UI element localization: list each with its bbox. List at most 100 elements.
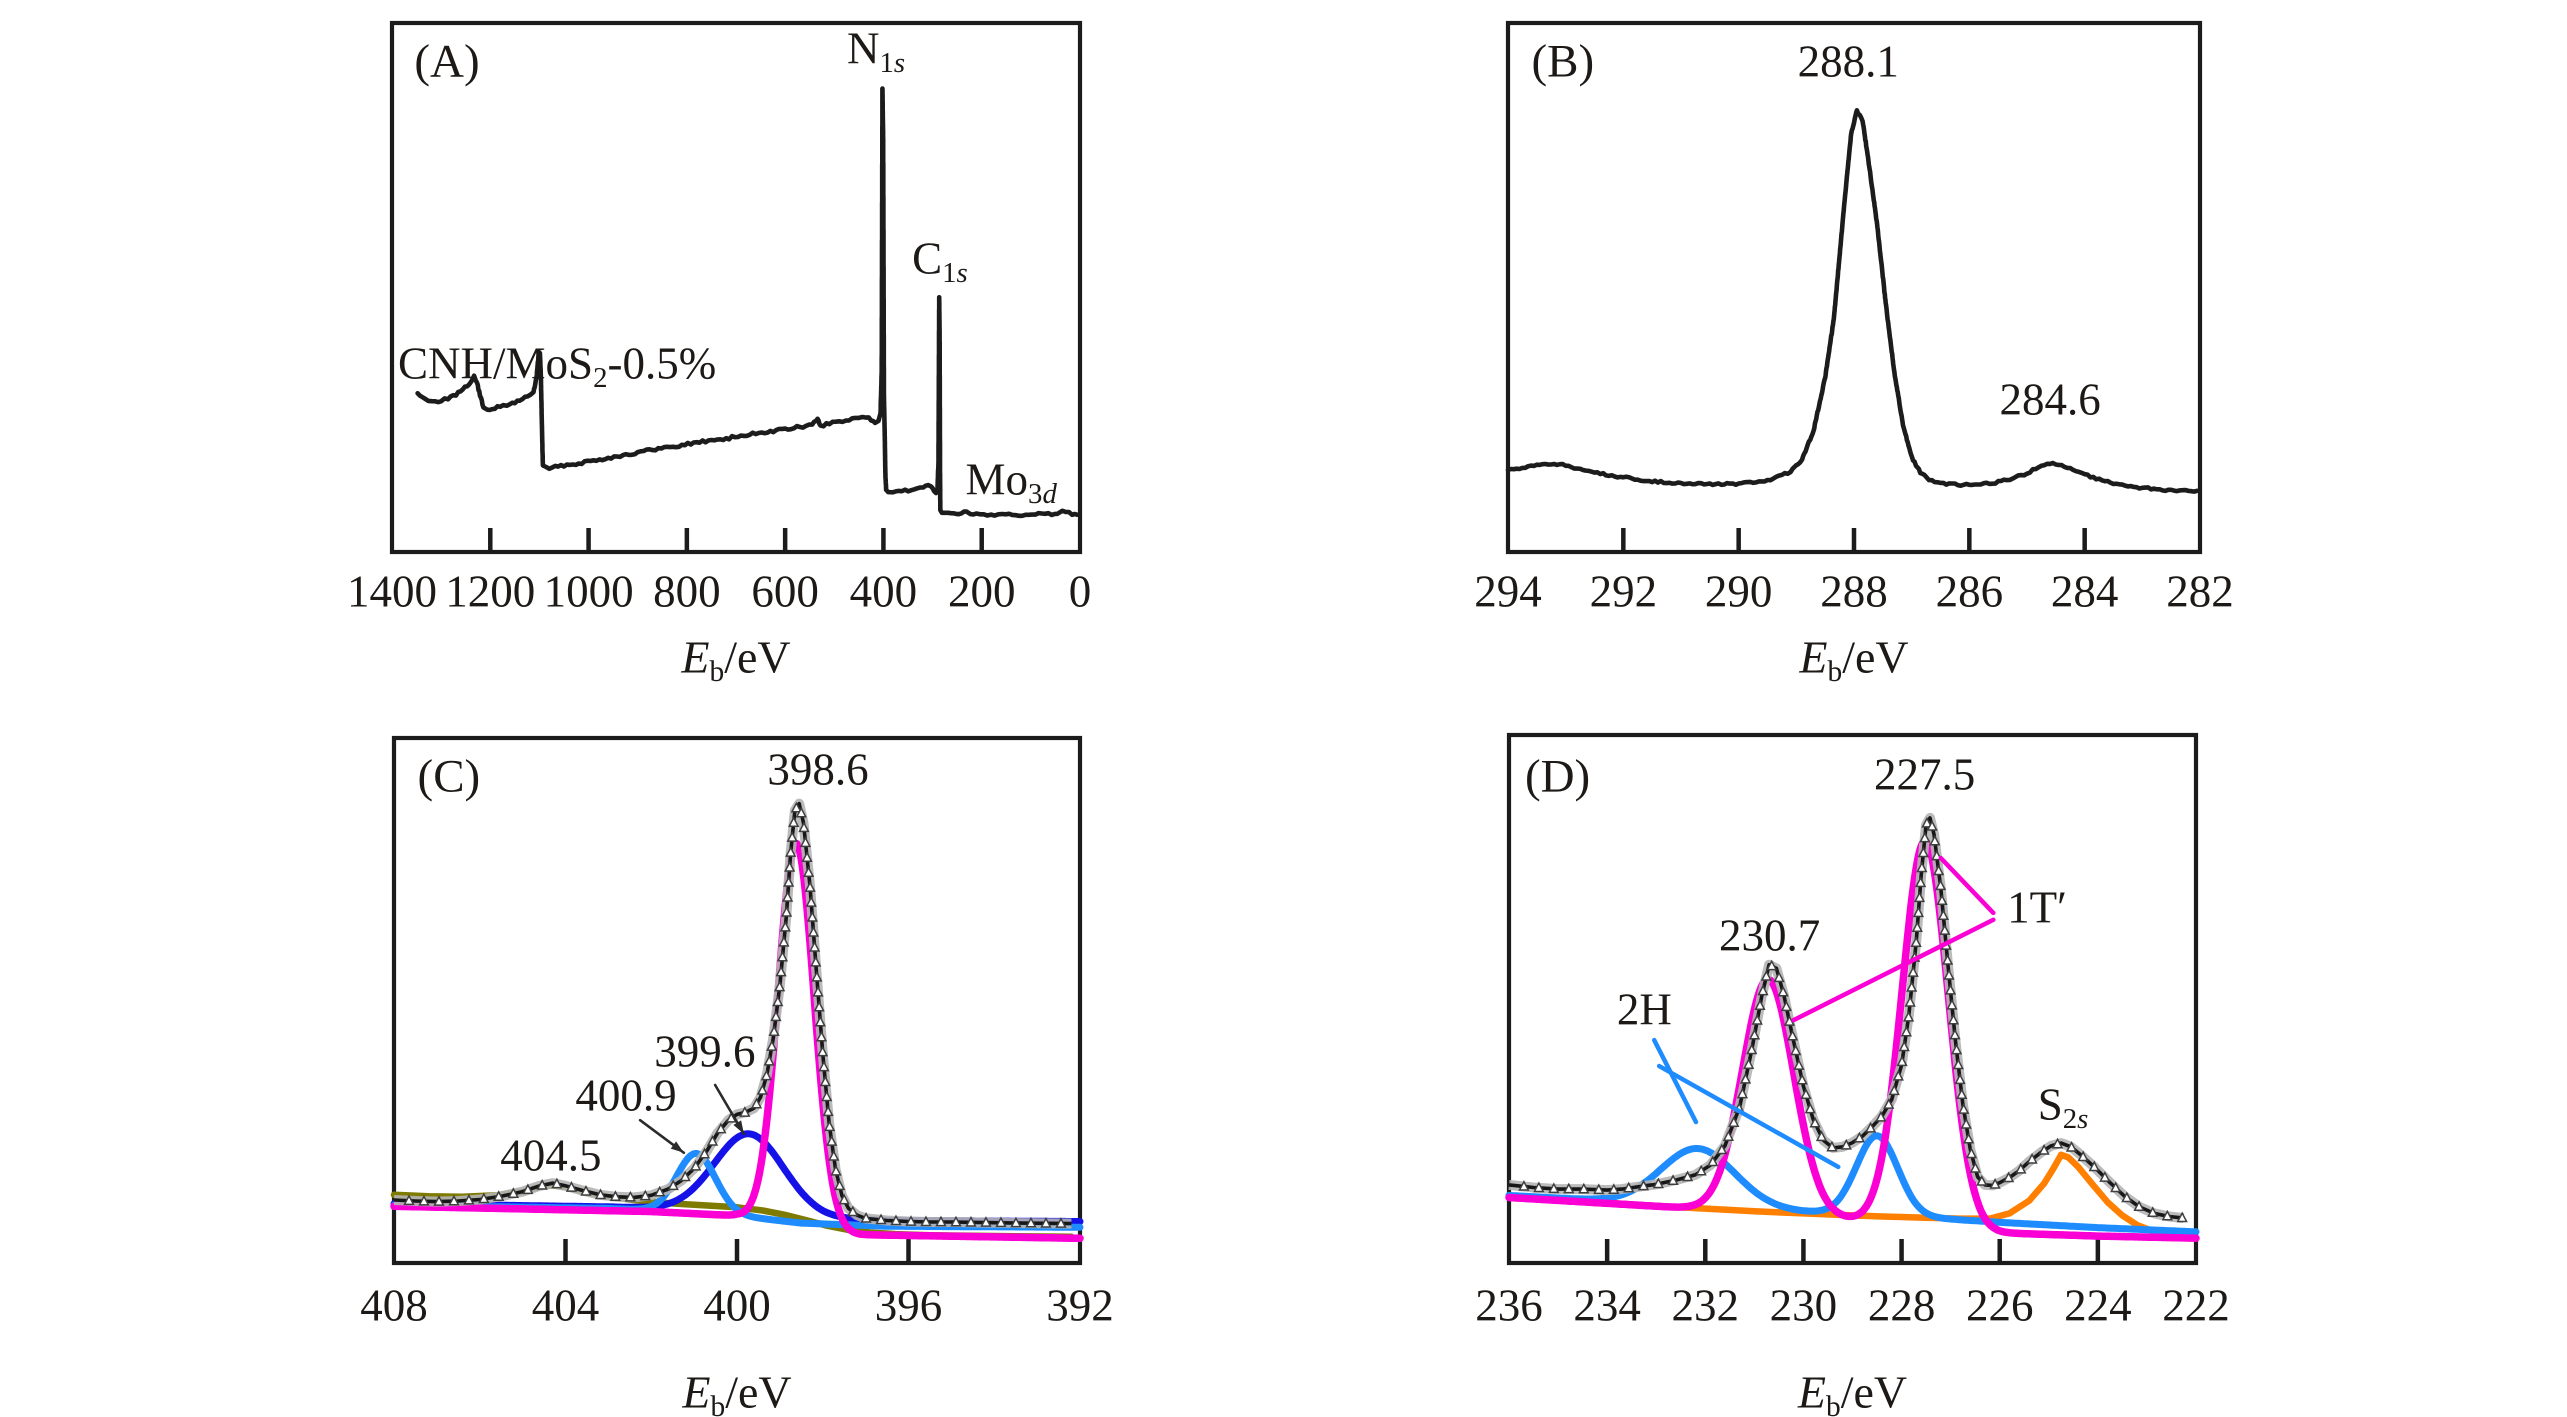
envelope-marker-icon bbox=[698, 1147, 711, 1159]
envelope-marker-icon bbox=[819, 1075, 831, 1087]
envelope-marker-icon bbox=[1780, 1000, 1792, 1012]
peak-label-398-6-C: 398.6 bbox=[767, 744, 869, 795]
line-2h-to-228-5 bbox=[1656, 1063, 1841, 1170]
envelope-marker-icon bbox=[2077, 1150, 2089, 1162]
envelope-marker-icon bbox=[750, 1097, 763, 1109]
element-label-s2s-D: S2s bbox=[2037, 1079, 2089, 1136]
peak-label-227-5-D: 227.5 bbox=[1874, 749, 1976, 800]
tick-label-222-D: 222 bbox=[2162, 1280, 2230, 1331]
phase-label-2h-D: 2H bbox=[1616, 984, 1672, 1035]
envelope-marker-icon bbox=[1728, 1116, 1740, 1127]
curve-component-398-6-magenta-C bbox=[390, 839, 1084, 1243]
envelope-marker-icon bbox=[776, 950, 789, 962]
phase-label-1t-prime-D: 1T′ bbox=[2007, 882, 2067, 933]
envelope-marker-icon bbox=[1757, 984, 1769, 996]
tick-label-408-C: 408 bbox=[360, 1280, 428, 1331]
envelope-marker-icon bbox=[2147, 1206, 2159, 1218]
tick-label-1000-A: 1000 bbox=[543, 566, 634, 617]
envelope-marker-icon bbox=[2038, 1143, 2050, 1155]
envelope-marker-icon bbox=[1914, 876, 1927, 888]
curve-component-2h-blue-D bbox=[1505, 1132, 2200, 1236]
envelope-marker-icon bbox=[935, 1215, 947, 1227]
envelope-marker-icon bbox=[875, 1213, 887, 1225]
envelope-marker-icon bbox=[2051, 1137, 2064, 1149]
envelope-marker-icon bbox=[1722, 1130, 1735, 1141]
envelope-marker-icon bbox=[965, 1215, 977, 1227]
envelope-marker-icon bbox=[1010, 1216, 1022, 1228]
envelope-marker-icon bbox=[821, 1090, 833, 1102]
envelope-marker-icon bbox=[950, 1215, 962, 1227]
envelope-marker-icon bbox=[798, 821, 810, 833]
element-label-n1s-A: N1s bbox=[846, 23, 906, 80]
envelope-marker-icon bbox=[2026, 1152, 2038, 1164]
envelope-marker-icon bbox=[1742, 1058, 1755, 1069]
envelope-marker-icon bbox=[403, 1194, 415, 1206]
envelope-marker-icon bbox=[1952, 1058, 1964, 1070]
axis-box-D bbox=[1506, 732, 2199, 1266]
envelope-marker-icon bbox=[786, 831, 798, 842]
envelope-marker-icon bbox=[812, 985, 824, 997]
envelope-marker-icon bbox=[1934, 879, 1947, 891]
tick-label-282-B: 282 bbox=[2166, 566, 2234, 617]
envelope-marker-icon bbox=[782, 875, 795, 887]
peak-label-284-6-B: 284.6 bbox=[1999, 374, 2101, 425]
envelope-marker-icon bbox=[1804, 1102, 1816, 1114]
axis-title-A: Eb/eV bbox=[681, 631, 791, 689]
line-2h-to-232 bbox=[1652, 1037, 1699, 1125]
envelope-marker-icon bbox=[1906, 981, 1918, 992]
envelope-marker-icon bbox=[1937, 909, 1950, 920]
envelope-marker-icon bbox=[808, 940, 821, 952]
envelope-marker-icon bbox=[1941, 954, 1954, 965]
envelope-marker-icon bbox=[463, 1193, 475, 1205]
envelope-marker-icon bbox=[799, 836, 812, 848]
envelope-marker-icon bbox=[493, 1190, 505, 1202]
axis-box-A bbox=[389, 20, 1083, 555]
envelope-marker-icon bbox=[1695, 1164, 1707, 1176]
axis-title-D: Eb/eV bbox=[1797, 1366, 1908, 1417]
envelope-marker-icon bbox=[1055, 1217, 1067, 1228]
envelope-marker-icon bbox=[1751, 1014, 1763, 1025]
envelope-marker-icon bbox=[781, 890, 794, 902]
envelope-marker-icon bbox=[1929, 834, 1941, 846]
line-1t-to-230-7 bbox=[1791, 917, 1996, 1023]
panel-letter-B: (B) bbox=[1531, 35, 1595, 88]
envelope-marker-icon bbox=[1864, 1121, 1877, 1133]
envelope-marker-icon bbox=[784, 861, 796, 872]
envelope-marker-icon bbox=[1946, 998, 1958, 1010]
envelope-marker-icon bbox=[780, 905, 793, 917]
envelope-marker-icon bbox=[823, 1120, 836, 1132]
panel-letter-C: (C) bbox=[417, 750, 481, 803]
envelope-marker-icon bbox=[1943, 968, 1955, 980]
tick-label-404-C: 404 bbox=[531, 1280, 600, 1331]
envelope-marker-icon bbox=[1773, 971, 1785, 983]
envelope-marker-icon bbox=[1754, 999, 1766, 1011]
envelope-marker-icon bbox=[1563, 1182, 1575, 1194]
tick-label-392-C: 392 bbox=[1046, 1280, 1114, 1331]
envelope-marker-icon bbox=[2110, 1181, 2122, 1193]
envelope-marker-icon bbox=[1608, 1183, 1620, 1195]
envelope-marker-icon bbox=[1800, 1088, 1812, 1100]
envelope-marker-icon bbox=[801, 851, 813, 863]
envelope-marker-icon bbox=[826, 1135, 838, 1146]
tick-label-284-B: 284 bbox=[2050, 566, 2119, 617]
tick-label-286-B: 286 bbox=[1935, 566, 2004, 617]
envelope-marker-icon bbox=[756, 1084, 769, 1095]
envelope-marker-icon bbox=[1900, 1025, 1913, 1037]
envelope-marker-icon bbox=[1962, 1132, 1975, 1144]
envelope-marker-icon bbox=[1989, 1177, 2001, 1189]
tick-label-234-D: 234 bbox=[1573, 1280, 1641, 1331]
envelope-marker-icon bbox=[715, 1122, 727, 1134]
envelope-marker-icon bbox=[1623, 1181, 1635, 1193]
arrow-to-399-6-shoulder-arrowhead-icon bbox=[733, 1120, 744, 1134]
envelope-marker-icon bbox=[2088, 1160, 2100, 1172]
envelope-marker-icon bbox=[1892, 1069, 1904, 1081]
tick-label-1200-A: 1200 bbox=[445, 566, 536, 617]
